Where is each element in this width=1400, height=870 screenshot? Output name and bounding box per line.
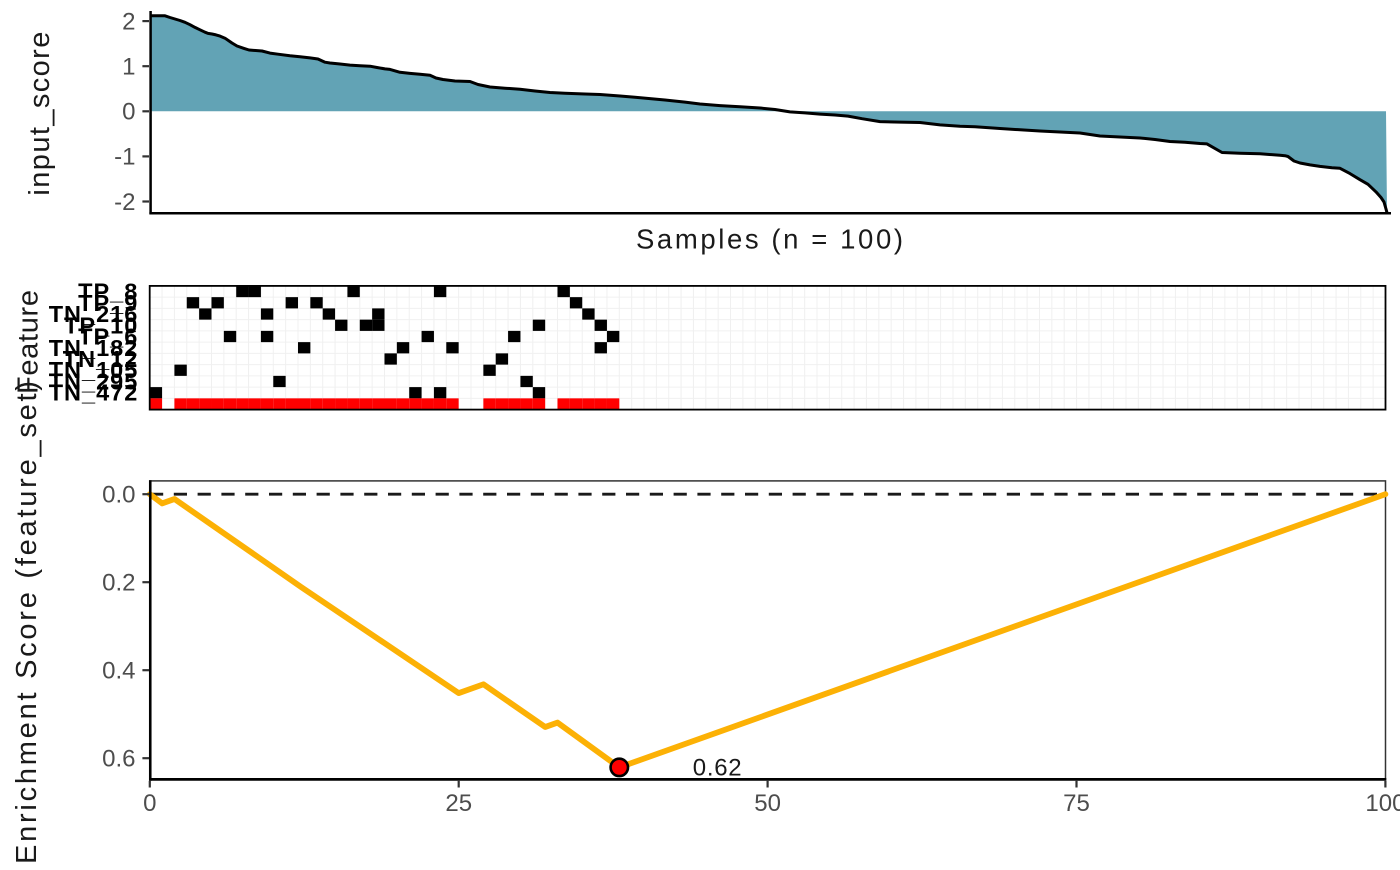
- svg-text:1: 1: [122, 53, 135, 80]
- svg-text:0.6: 0.6: [102, 746, 135, 773]
- svg-text:100: 100: [1365, 790, 1400, 817]
- svg-text:TP_9: TP_9: [78, 290, 138, 316]
- svg-text:TN_295: TN_295: [49, 368, 139, 394]
- svg-text:TN_105: TN_105: [49, 357, 139, 383]
- svg-text:75: 75: [1063, 790, 1090, 817]
- svg-text:Feature: Feature: [13, 290, 45, 394]
- svg-text:TP_8: TP_8: [78, 279, 138, 305]
- svg-text:0: 0: [143, 790, 156, 817]
- svg-text:-2: -2: [114, 189, 135, 216]
- svg-text:TP_10: TP_10: [64, 312, 138, 338]
- svg-text:TN_216: TN_216: [49, 301, 139, 327]
- svg-text:0.62: 0.62: [693, 755, 743, 782]
- svg-text:0.2: 0.2: [102, 570, 135, 597]
- svg-text:2: 2: [122, 8, 135, 35]
- svg-text:0.4: 0.4: [102, 658, 135, 685]
- svg-text:TN_12: TN_12: [63, 346, 139, 372]
- svg-text:input_score: input_score: [24, 32, 56, 196]
- svg-text:50: 50: [754, 790, 781, 817]
- svg-text:0: 0: [122, 99, 135, 126]
- svg-text:25: 25: [445, 790, 472, 817]
- svg-text:TN_472: TN_472: [49, 380, 139, 406]
- svg-text:-1: -1: [114, 144, 135, 171]
- svg-text:TN_182: TN_182: [49, 335, 139, 361]
- svg-text:0.0: 0.0: [102, 481, 135, 508]
- svg-text:TP_6: TP_6: [78, 324, 138, 350]
